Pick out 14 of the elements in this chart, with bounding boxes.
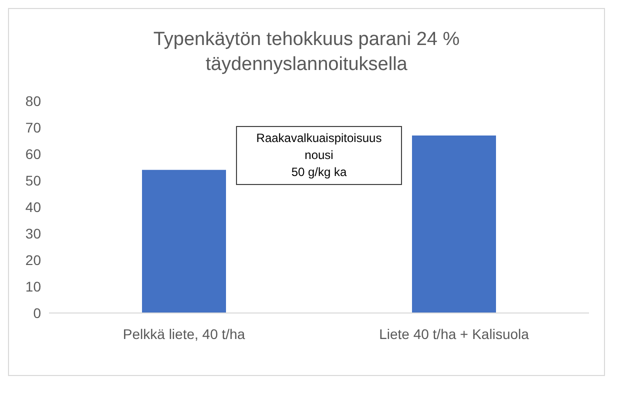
y-tick-label: 70	[25, 119, 42, 136]
y-tick-label: 60	[25, 146, 42, 162]
y-tick-label: 50	[25, 172, 42, 188]
x-tick-label: Liete 40 t/ha + Kalisuola	[379, 326, 530, 342]
y-tick-label: 40	[25, 198, 42, 215]
y-tick-label: 0	[33, 304, 42, 321]
chart-title: Typenkäytön tehokkuus parani 24 % täydennyslannoituksella	[152, 28, 461, 77]
x-tick-label: Pelkkä liete, 40 t/ha	[122, 326, 246, 342]
annotation: Raakavalkuaispitoisuus nousi 50 g/kg ka	[255, 130, 383, 181]
note-box: Raakavalkuaispitoisuus nousi 50 g/kg ka	[236, 126, 402, 185]
y-tick-label: 30	[25, 225, 42, 242]
y-tick-label: 20	[25, 252, 42, 268]
y-tick-label: 10	[25, 278, 42, 294]
y-tick-label: 80	[25, 92, 42, 109]
